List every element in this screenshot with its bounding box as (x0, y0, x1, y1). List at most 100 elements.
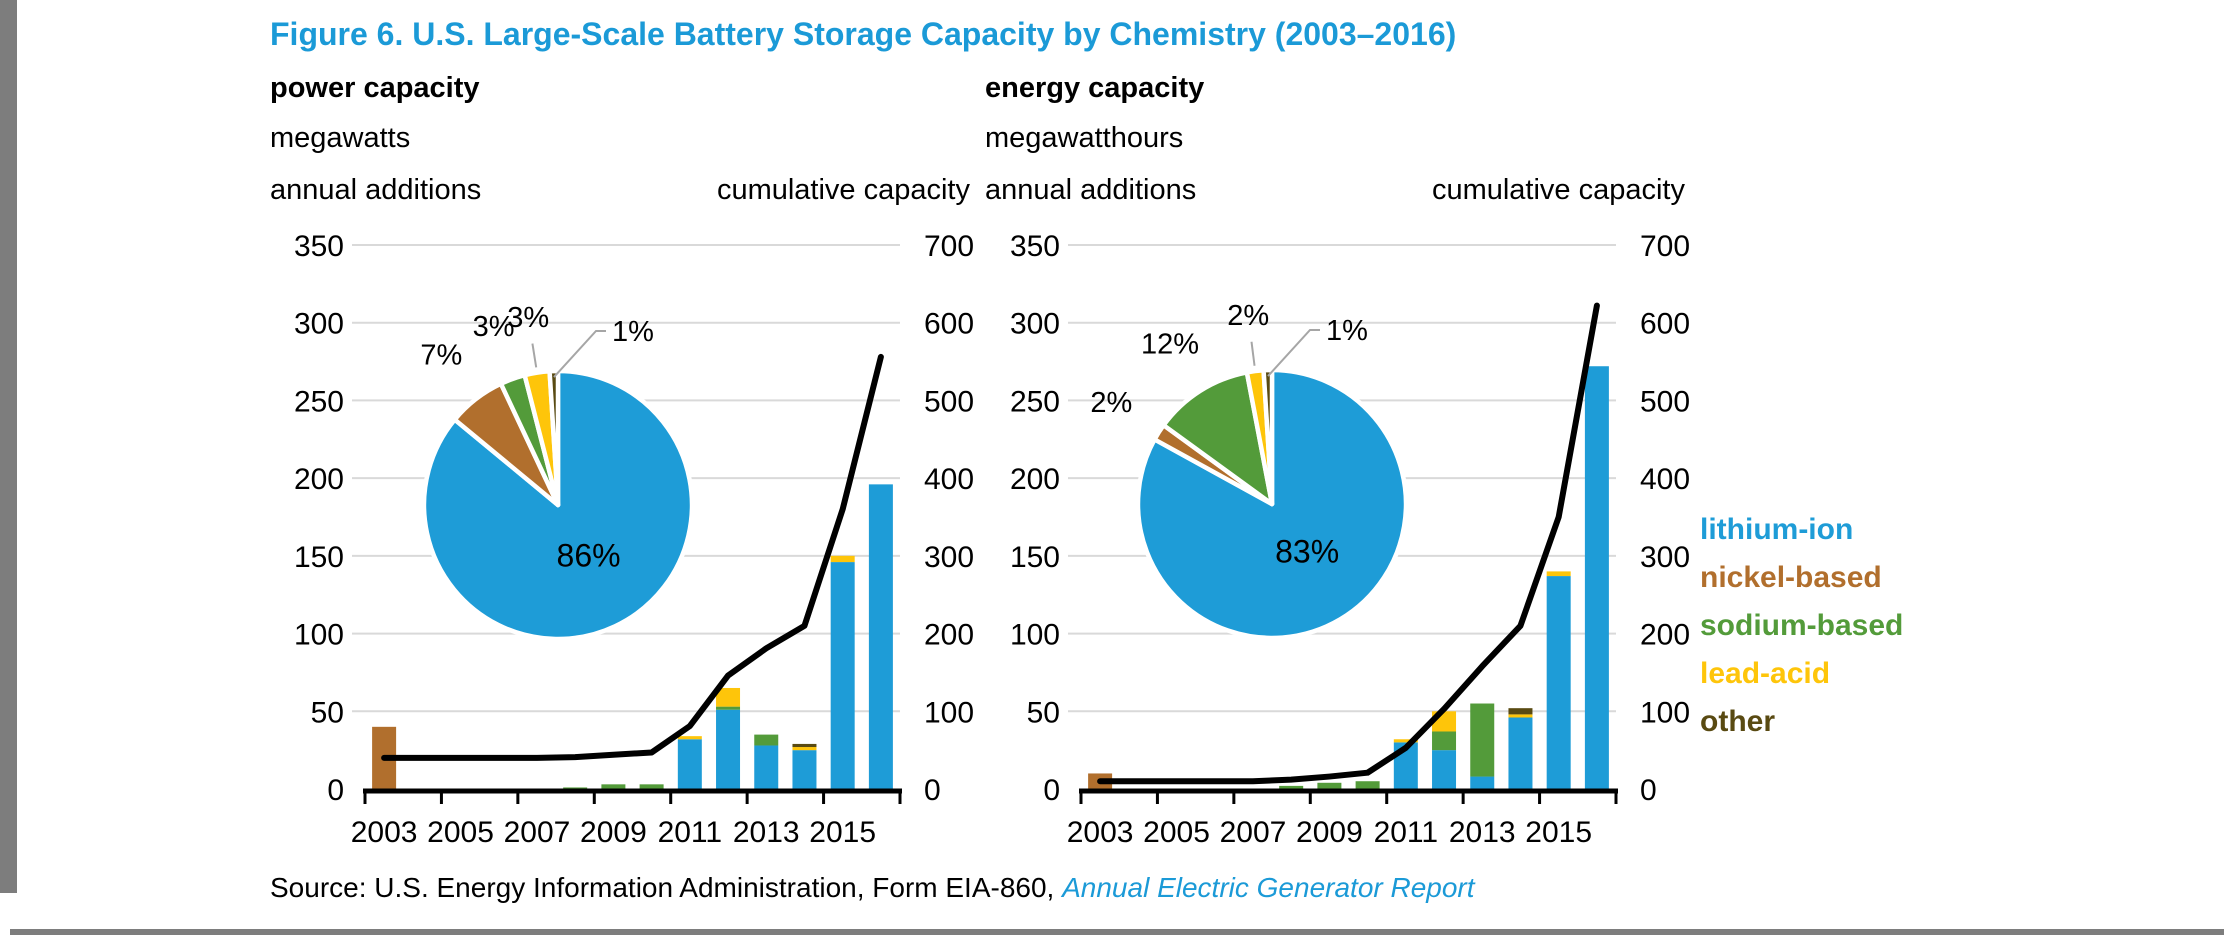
x-axis-tick-label: 2013 (733, 816, 800, 849)
x-axis-tick-label: 2011 (1374, 816, 1439, 849)
x-axis-tick-label: 2003 (1067, 816, 1134, 849)
bar-lead-acid-2011 (1393, 739, 1418, 743)
bar-sodium-based-2012 (1432, 731, 1457, 751)
pie-label-lithium-ion-energy: 83% (1275, 533, 1339, 569)
right-axis-tick-label: 200 (924, 619, 974, 652)
left-axis-tick-label: 150 (294, 541, 344, 574)
bar-sodium-based-2010 (639, 784, 664, 789)
bar-other-2014 (1508, 708, 1533, 715)
bar-sodium-based-2012 (716, 706, 741, 710)
bar-other-2014 (792, 743, 817, 748)
bar-lead-acid-2011 (677, 736, 702, 740)
bar-lithium-ion-2014 (1508, 717, 1533, 789)
energy-panel-title: energy capacity (985, 72, 1205, 104)
left-axis-tick-label: 200 (1010, 463, 1060, 496)
right-axis-tick-label: 600 (924, 308, 974, 341)
right-axis-tick-label: 200 (1640, 619, 1690, 652)
bar-lithium-ion-2015 (830, 562, 855, 789)
x-axis-tick-label: 2013 (1449, 816, 1516, 849)
x-axis-tick-label: 2011 (658, 816, 723, 849)
energy-panel-unit: megawatthours (985, 122, 1184, 154)
bar-lithium-ion-2014 (792, 750, 817, 789)
bar-sodium-based-2009 (601, 784, 626, 789)
figure-title: Figure 6. U.S. Large-Scale Battery Stora… (270, 16, 1457, 52)
pie-slice-sodium-based-energy (1161, 370, 1275, 507)
pie-leader-line (1267, 329, 1320, 377)
left-axis-tick-label: 0 (327, 774, 344, 807)
power-annual-additions-caption: annual additions (270, 174, 482, 206)
power-panel-title: power capacity (270, 72, 480, 104)
right-axis-tick-label: 400 (924, 463, 974, 496)
x-axis-tick-label: 2015 (809, 816, 876, 849)
pie-label-sodium-based-energy: 12% (1141, 328, 1199, 360)
pie-slice-other-power (547, 368, 561, 508)
bar-lithium-ion-2016 (868, 484, 893, 789)
x-axis-tick-label: 2005 (427, 816, 494, 849)
left-axis-tick-label: 350 (294, 230, 344, 263)
bar-lithium-ion-2011 (677, 739, 702, 789)
right-axis-tick-label: 100 (924, 696, 974, 729)
bottom-window-edge (10, 929, 2224, 935)
x-axis-tick-label: 2005 (1143, 816, 1210, 849)
cumulative-capacity-line (381, 353, 884, 761)
x-axis-tick-label: 2007 (504, 816, 571, 849)
source-text: Source: U.S. Energy Information Administ… (270, 872, 1063, 903)
right-axis-tick-label: 100 (1640, 696, 1690, 729)
right-axis-tick-label: 500 (924, 385, 974, 418)
pie-label-nickel-based-energy: 2% (1090, 387, 1132, 419)
bar-lead-acid-2015 (1546, 571, 1571, 577)
pie-label-other-power: 1% (612, 316, 654, 348)
bar-lead-acid-2015 (830, 555, 855, 563)
right-axis-tick-label: 300 (1640, 541, 1690, 574)
left-axis-tick-label: 300 (1010, 308, 1060, 341)
cumulative-capacity-line (1097, 302, 1600, 785)
left-axis-tick-label: 50 (311, 696, 344, 729)
pie-label-lead-acid-power: 3% (507, 302, 549, 334)
left-axis-tick-label: 100 (294, 619, 344, 652)
chemistry-legend: lithium-ion nickel-based sodium-based lead-… (1700, 506, 1903, 746)
left-axis-tick-label: 250 (1010, 385, 1060, 418)
pie-label-lithium-ion-power: 86% (557, 537, 621, 573)
bar-sodium-based-2008 (563, 787, 588, 789)
legend-item-nickel-based: nickel-based (1700, 561, 1882, 594)
x-axis-tick-label: 2015 (1525, 816, 1592, 849)
legend-item-lithium-ion: lithium-ion (1700, 513, 1854, 546)
right-axis-tick-label: 700 (924, 230, 974, 263)
pie-label-other-energy: 1% (1326, 315, 1368, 347)
pie-label-sodium-based-power: 3% (473, 311, 515, 343)
bar-lithium-ion-2016 (1584, 366, 1609, 789)
bar-sodium-based-2008 (1279, 785, 1304, 789)
chart-panel-power: 0 0 50 100 100 200 150 300 200 400 250 500 300 600 350… (294, 230, 974, 849)
energy-annual-additions-caption: annual additions (985, 174, 1197, 206)
energy-cumulative-capacity-caption: cumulative capacity (1431, 174, 1685, 206)
left-window-edge (0, 0, 17, 893)
x-axis-tick-label: 2007 (1220, 816, 1287, 849)
right-axis-tick-label: 300 (924, 541, 974, 574)
pie-label-lead-acid-energy: 2% (1227, 300, 1269, 332)
legend-item-sodium-based: sodium-based (1700, 609, 1904, 642)
left-axis-tick-label: 200 (294, 463, 344, 496)
left-axis-tick-label: 350 (1010, 230, 1060, 263)
source-report-link[interactable]: Annual Electric Generator Report (1062, 872, 1475, 903)
legend-item-lead-acid: lead-acid (1700, 657, 1831, 690)
bar-sodium-based-2010 (1355, 781, 1380, 789)
chart-panel-energy: 0 0 50 100 100 200 150 300 200 400 250 500 300 600 350… (1010, 230, 1690, 849)
bar-lead-acid-2014 (792, 747, 817, 751)
bar-sodium-based-2013 (754, 734, 779, 746)
x-axis-tick-label: 2009 (1296, 816, 1363, 849)
right-axis-tick-label: 0 (924, 774, 941, 807)
power-cumulative-capacity-caption: cumulative capacity (716, 174, 970, 206)
right-axis-tick-label: 500 (1640, 385, 1690, 418)
bar-lithium-ion-2013 (1470, 776, 1495, 789)
left-axis-tick-label: 100 (1010, 619, 1060, 652)
left-axis-tick-label: 50 (1027, 696, 1060, 729)
bar-sodium-based-2013 (1470, 703, 1495, 777)
pie-leader-line (553, 330, 606, 378)
power-panel-unit: megawatts (270, 122, 411, 154)
bar-lithium-ion-2013 (754, 745, 779, 789)
bar-lithium-ion-2012 (1432, 750, 1457, 789)
right-axis-tick-label: 400 (1640, 463, 1690, 496)
pie-leader-line (1250, 341, 1256, 366)
right-axis-tick-label: 700 (1640, 230, 1690, 263)
